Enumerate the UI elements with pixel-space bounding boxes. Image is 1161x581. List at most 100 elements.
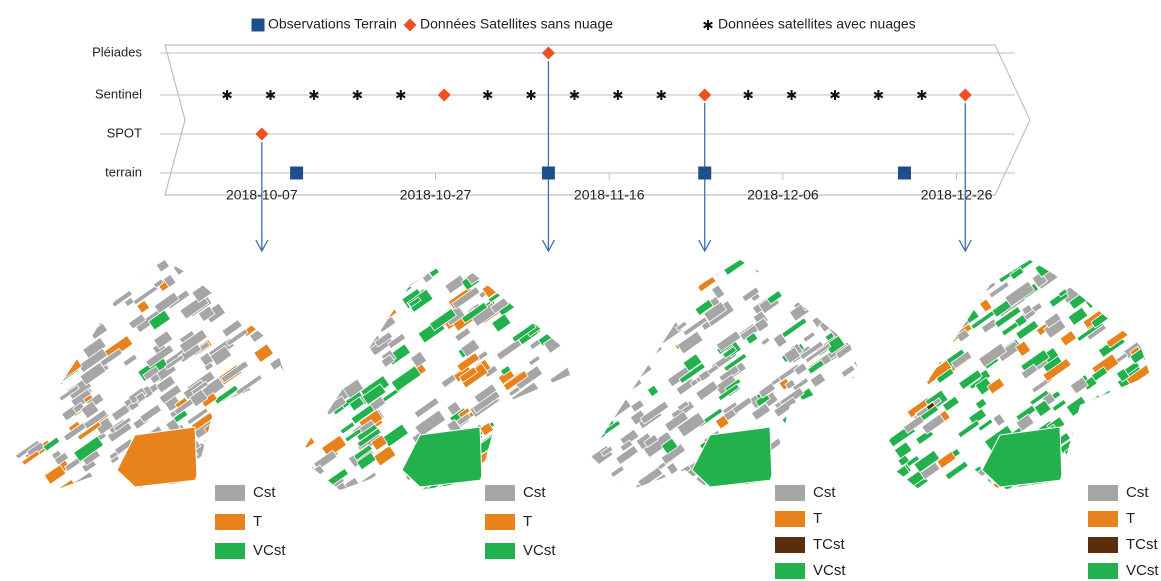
parcel (527, 422, 556, 446)
parcel (841, 483, 857, 490)
parcel (1113, 422, 1140, 443)
parcel (978, 298, 993, 313)
parcel (512, 415, 533, 433)
parcel (1124, 439, 1150, 467)
parcel (197, 260, 226, 267)
asterisk-stroke (309, 91, 319, 99)
parcel (564, 345, 570, 365)
parcel (850, 388, 860, 406)
parcel (57, 260, 79, 275)
parcel (260, 266, 285, 287)
parcel (927, 260, 947, 274)
marker-square (541, 166, 555, 180)
parcel (353, 444, 374, 461)
parcel (594, 347, 607, 359)
parcel (17, 339, 40, 360)
parcel (753, 480, 773, 490)
parcel (861, 335, 886, 355)
parcel (290, 299, 300, 308)
parcel (648, 260, 662, 265)
parcel (883, 464, 911, 488)
parcel (1074, 426, 1087, 438)
parcel (370, 434, 388, 452)
parcel (787, 433, 809, 452)
parcel (135, 260, 160, 276)
parcel (322, 295, 344, 316)
parcel (1069, 376, 1089, 395)
parcel (887, 382, 907, 400)
parcel (242, 282, 271, 306)
parcel (1029, 389, 1050, 406)
parcel (893, 441, 913, 460)
parcel (272, 316, 285, 334)
parcel (536, 386, 557, 404)
parcel (516, 273, 532, 288)
parcel (862, 452, 874, 463)
parcel (499, 365, 512, 376)
parcel (1014, 314, 1028, 328)
parcel (543, 467, 562, 485)
row-label: Sentinel (95, 86, 142, 101)
parcel (451, 285, 481, 310)
parcel (38, 315, 62, 336)
parcel (290, 445, 314, 465)
parcel (1135, 294, 1150, 313)
parcel (1069, 481, 1090, 490)
parcel (857, 391, 860, 419)
parcel (654, 284, 685, 310)
parcel (663, 260, 687, 270)
arrow-head (541, 239, 555, 253)
parcel (73, 435, 105, 463)
parcel (666, 260, 693, 275)
parcel (663, 410, 690, 433)
parcel (757, 382, 777, 399)
parcel (1109, 302, 1129, 320)
marker-asterisk (703, 20, 713, 30)
parcel (590, 416, 619, 443)
parcel (893, 299, 917, 319)
parcel (1086, 391, 1114, 413)
asterisk-stroke (613, 91, 623, 99)
parcel (342, 378, 365, 400)
parcel (259, 275, 279, 293)
parcel (578, 291, 598, 308)
parcel (1067, 306, 1089, 327)
parcel (1133, 305, 1150, 324)
parcel (280, 323, 285, 338)
parcel (638, 343, 663, 364)
parcel (49, 339, 72, 360)
big-parcel (116, 426, 198, 488)
parcel (781, 412, 797, 427)
parcel (375, 313, 397, 334)
legend-label: T (523, 513, 532, 530)
parcel (821, 291, 851, 317)
parcel (861, 260, 886, 281)
parcel (308, 273, 324, 287)
land-map (590, 260, 886, 490)
parcel (262, 434, 285, 461)
parcel (974, 376, 994, 396)
parcel (773, 451, 801, 476)
parcel (857, 358, 860, 383)
marker-asterisk (482, 90, 493, 100)
marker-asterisk (265, 90, 276, 100)
parcel (219, 244, 237, 259)
parcel (526, 297, 544, 315)
parcel (41, 373, 64, 394)
parcel (695, 380, 720, 402)
parcel (479, 421, 495, 437)
parcel (689, 260, 708, 270)
parcel (610, 327, 635, 347)
legend-swatch (485, 485, 515, 501)
parcel (16, 347, 29, 360)
parcel (354, 335, 370, 350)
parcel (902, 415, 925, 434)
asterisk-stroke (222, 91, 232, 99)
parcel (147, 309, 172, 331)
parcel (164, 354, 185, 371)
parcel (567, 302, 570, 319)
marker-diamond (437, 88, 451, 102)
parcel (573, 458, 592, 475)
parcel (754, 392, 771, 408)
parcel (267, 428, 285, 449)
